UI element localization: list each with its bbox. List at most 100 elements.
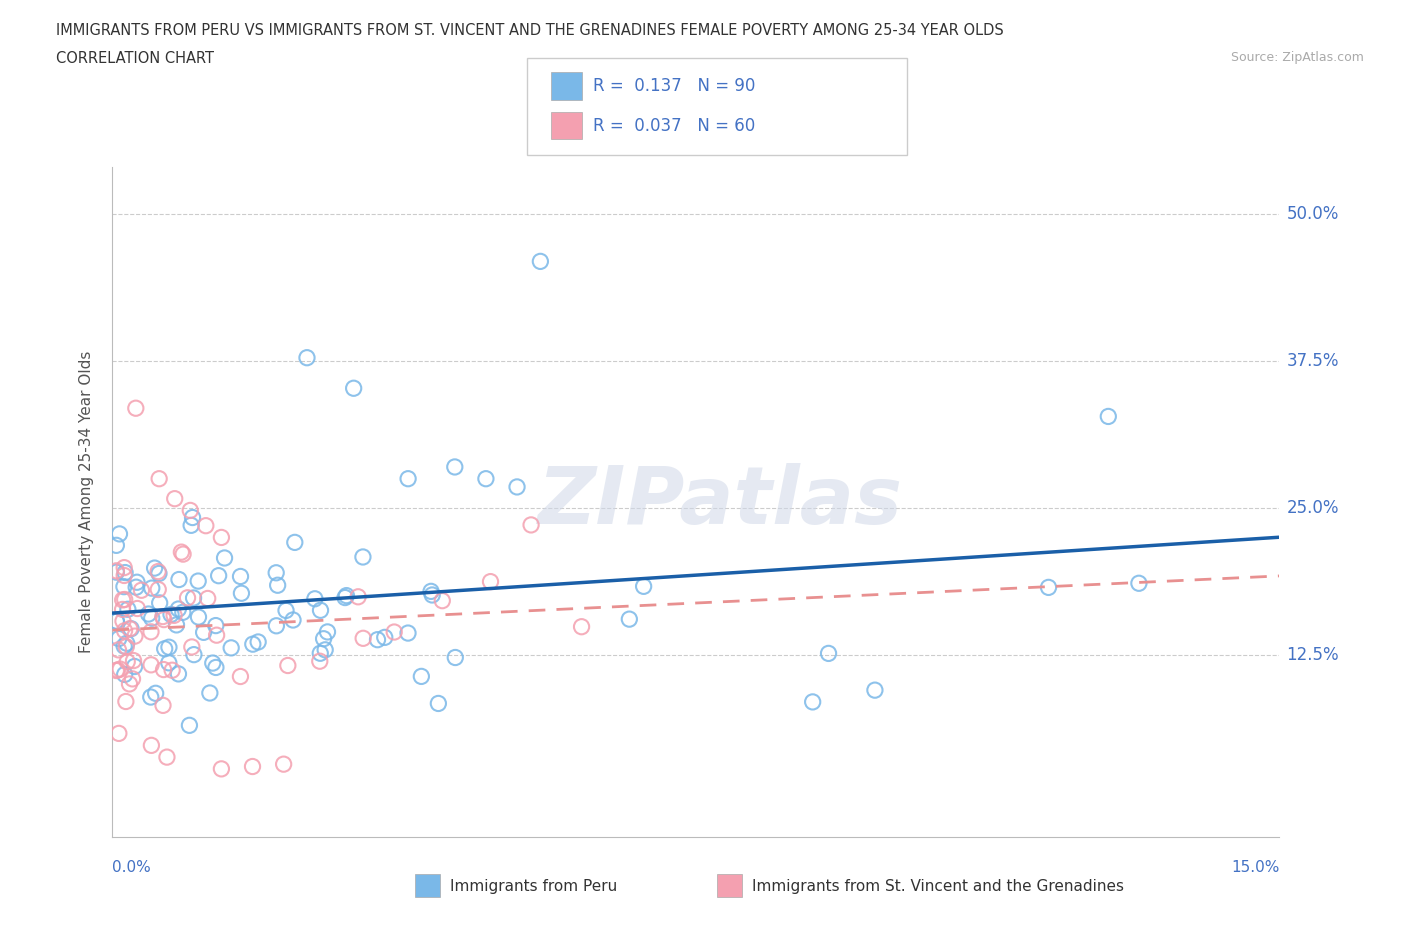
Point <box>172 547 194 562</box>
Point <box>309 645 332 660</box>
Point <box>312 631 335 646</box>
Point <box>120 621 142 636</box>
Point <box>141 580 163 595</box>
Point <box>520 517 543 532</box>
Point <box>172 604 194 619</box>
Point <box>219 641 242 656</box>
Point <box>143 561 166 576</box>
Point <box>163 608 186 623</box>
Point <box>176 591 198 605</box>
Point <box>506 480 529 495</box>
Point <box>1097 409 1119 424</box>
Point <box>105 614 128 629</box>
Point <box>432 593 454 608</box>
Point <box>105 564 128 578</box>
Point <box>121 671 143 686</box>
Point <box>309 603 332 618</box>
Point <box>277 658 299 673</box>
Point <box>180 640 202 655</box>
Point <box>205 628 228 643</box>
Point <box>295 351 318 365</box>
Point <box>167 667 190 682</box>
Text: ZIPatlas: ZIPatlas <box>537 463 901 541</box>
Point <box>124 629 146 644</box>
Point <box>111 592 134 607</box>
Text: R =  0.137   N = 90: R = 0.137 N = 90 <box>593 76 755 95</box>
Point <box>141 611 163 626</box>
Text: IMMIGRANTS FROM PERU VS IMMIGRANTS FROM ST. VINCENT AND THE GRENADINES FEMALE PO: IMMIGRANTS FROM PERU VS IMMIGRANTS FROM … <box>56 23 1004 38</box>
Point <box>152 609 174 624</box>
Point <box>633 578 655 593</box>
Point <box>112 560 135 575</box>
Point <box>138 606 160 621</box>
Point <box>122 653 145 668</box>
Point <box>111 602 134 617</box>
Point <box>183 591 205 605</box>
Point <box>160 607 183 622</box>
Point <box>427 696 450 711</box>
Point <box>183 647 205 662</box>
Point <box>187 609 209 624</box>
Point <box>396 626 419 641</box>
Text: Immigrants from Peru: Immigrants from Peru <box>450 879 617 894</box>
Point <box>111 614 134 629</box>
Point <box>153 642 176 657</box>
Point <box>107 643 129 658</box>
Point <box>118 621 141 636</box>
Text: 12.5%: 12.5% <box>1286 646 1339 664</box>
Point <box>242 759 264 774</box>
Point <box>247 634 270 649</box>
Point <box>114 667 136 682</box>
Point <box>1038 580 1060 595</box>
Text: 25.0%: 25.0% <box>1286 499 1339 517</box>
Text: 0.0%: 0.0% <box>112 860 152 875</box>
Point <box>108 526 131 541</box>
Point <box>266 618 288 633</box>
Point <box>146 565 169 579</box>
Point <box>201 656 224 671</box>
Point <box>112 579 135 594</box>
Point <box>166 618 188 632</box>
Point <box>141 737 163 752</box>
Point <box>105 663 128 678</box>
Point <box>347 590 370 604</box>
Point <box>148 582 170 597</box>
Point <box>316 624 339 639</box>
Point <box>420 584 443 599</box>
Point <box>157 656 180 671</box>
Point <box>112 639 135 654</box>
Point <box>209 530 232 545</box>
Point <box>170 545 193 560</box>
Point <box>131 583 153 598</box>
Point <box>229 669 252 684</box>
Point <box>308 654 330 669</box>
Point <box>619 612 641 627</box>
Point <box>411 669 433 684</box>
Point <box>229 569 252 584</box>
Point <box>333 591 356 605</box>
Point <box>304 591 326 606</box>
Point <box>475 472 498 486</box>
Point <box>443 459 465 474</box>
Point <box>118 676 141 691</box>
Point <box>152 698 174 712</box>
Point <box>264 565 287 580</box>
Point <box>863 683 886 698</box>
Point <box>167 602 190 617</box>
Point <box>197 591 219 606</box>
Point <box>801 695 824 710</box>
Point <box>396 472 419 486</box>
Point <box>160 663 183 678</box>
Text: R =  0.037   N = 60: R = 0.037 N = 60 <box>593 116 755 135</box>
Point <box>114 592 136 607</box>
Text: Source: ZipAtlas.com: Source: ZipAtlas.com <box>1230 51 1364 64</box>
Point <box>180 518 202 533</box>
Point <box>181 510 204 525</box>
Point <box>125 401 148 416</box>
Point <box>187 574 209 589</box>
Point <box>382 625 405 640</box>
Point <box>163 491 186 506</box>
Point <box>1128 576 1150 591</box>
Point <box>115 636 138 651</box>
Point <box>156 750 179 764</box>
